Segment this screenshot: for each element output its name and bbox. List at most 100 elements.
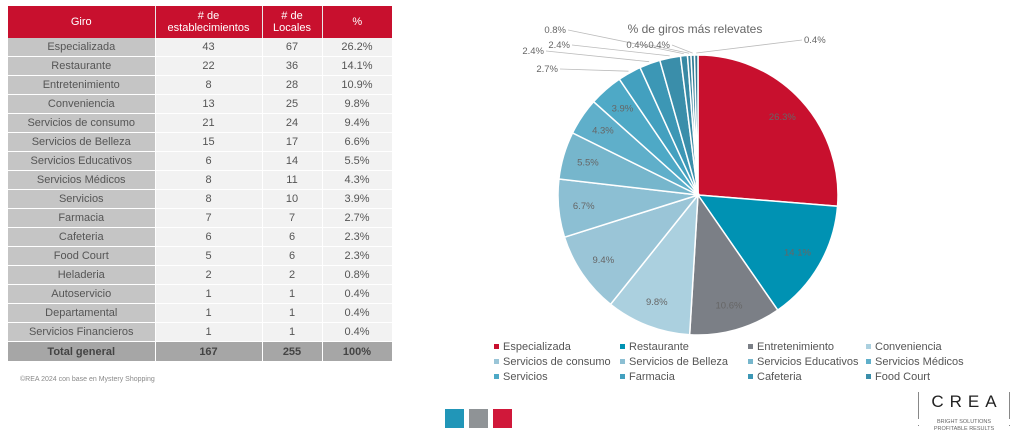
header-giro: Giro [8,6,156,38]
cell-locales: 6 [262,227,323,247]
table-row: Servicios de consumo 21 24 9.4% [8,113,393,133]
cell-percent: 0.4% [322,284,393,304]
cell-giro: Entretenimiento [8,75,156,95]
cell-locales: 1 [262,284,323,304]
cell-locales: 36 [262,56,323,76]
cell-locales: 1 [262,322,323,342]
brand-square-gray [469,409,488,428]
total-cell-locales: 255 [262,341,323,362]
legend-label: Servicios Educativos [757,356,859,368]
table-row: Servicios Médicos 8 11 4.3% [8,170,393,190]
legend-swatch [494,358,499,364]
leader-line [567,29,684,55]
legend-item: Restaurante [620,341,689,353]
cell-establecimientos: 1 [155,303,263,323]
cell-percent: 3.9% [322,189,393,209]
header-loc-line1: # de [281,10,303,22]
leader-line [545,50,650,63]
cell-establecimientos: 1 [155,322,263,342]
legend-swatch [748,343,753,349]
table-row: Food Court 5 6 2.3% [8,246,393,266]
header-locales: # de Locales [262,6,323,38]
cell-establecimientos: 2 [155,265,263,285]
legend-swatch [866,343,871,349]
cell-establecimientos: 22 [155,56,263,76]
cell-percent: 14.1% [322,56,393,76]
cell-giro: Autoservicio [8,284,156,304]
leader-line [559,68,629,72]
slice-label: 0.4% [648,40,670,51]
header-giro-text: Giro [70,16,92,28]
pie-chart: % de giros más relevates 26.3% 14.1% 10.6% 9… [522,22,839,336]
legend-swatch [748,358,753,364]
total-cell-percent: 100% [322,341,393,362]
table-row: Servicios Educativos 6 14 5.5% [8,151,393,171]
table-row: Especializada 43 67 26.2% [8,38,393,57]
legend-label: Cafeteria [757,371,802,383]
brand-square-red [493,409,512,428]
cell-locales: 7 [262,208,323,228]
slice-label: 2.4% [548,40,570,51]
total-cell-establecimientos: 167 [155,341,263,362]
legend-item: Servicios Educativos [748,356,859,368]
legend-item: Cafeteria [748,371,802,383]
brand-square-blue [445,409,464,428]
cell-locales: 67 [262,38,323,57]
cell-giro: Servicios Médicos [8,170,156,190]
header-pct-text: % [352,16,363,28]
cell-locales: 25 [262,94,323,114]
legend-item: Entretenimiento [748,341,834,353]
logo-tagline-1: BRIGHT SOLUTIONS [918,419,1010,425]
slice-label: 5.5% [577,157,599,168]
cell-establecimientos: 8 [155,75,263,95]
leader-line [671,44,693,54]
table-row: Servicios 8 10 3.9% [8,189,393,209]
cell-giro: Servicios de Belleza [8,132,156,152]
table-total-row: Total general 167 255 100% [8,341,393,362]
legend-item: Farmacia [620,371,675,383]
leader-line [571,44,670,57]
table-row: Servicios Financieros 1 1 0.4% [8,322,393,342]
slice-label: 0.4% [626,40,648,51]
logo-tagline-2: PROFITABLE RESULTS [918,426,1010,432]
legend-swatch [620,358,625,364]
slice-label: 9.4% [592,255,614,266]
leader-line [696,39,803,54]
slice-label: 0.8% [544,25,566,36]
legend-label: Restaurante [629,341,689,353]
cell-percent: 0.4% [322,303,393,323]
legend-swatch [620,343,625,349]
legend-item: Servicios [494,371,548,383]
table-row: Autoservicio 1 1 0.4% [8,284,393,304]
cell-percent: 9.4% [322,113,393,133]
cell-percent: 4.3% [322,170,393,190]
cell-percent: 5.5% [322,151,393,171]
legend-swatch [866,358,871,364]
cell-giro: Heladeria [8,265,156,285]
cell-percent: 2.7% [322,208,393,228]
crea-logo: CREA BRIGHT SOLUTIONS PROFITABLE RESULTS [918,390,1010,436]
cell-locales: 17 [262,132,323,152]
pie-slice [688,192,779,336]
slice-label: 4.3% [592,126,614,137]
cell-giro: Departamental [8,303,156,323]
legend-label: Entretenimiento [757,341,835,353]
table-row: Servicios de Belleza 15 17 6.6% [8,132,393,152]
cell-establecimientos: 43 [155,38,263,57]
table-header-row: Giro # de establecimientos # de Locales % [8,6,392,38]
table-row: Restaurante 22 36 14.1% [8,56,393,76]
pie-slice [693,54,699,196]
cell-percent: 26.2% [322,38,393,57]
legend-label: Food Court [875,371,931,383]
total-cell-giro: Total general [8,341,156,362]
legend-swatch [748,373,753,379]
cell-locales: 28 [262,75,323,95]
cell-giro: Cafeteria [8,227,156,247]
cell-establecimientos: 8 [155,189,263,209]
cell-locales: 2 [262,265,323,285]
footnote: ©REA 2024 con base en Mystery Shopping [20,376,155,383]
cell-percent: 6.6% [322,132,393,152]
pie-slice [609,192,699,336]
cell-establecimientos: 7 [155,208,263,228]
cell-giro: Servicios de consumo [8,113,156,133]
